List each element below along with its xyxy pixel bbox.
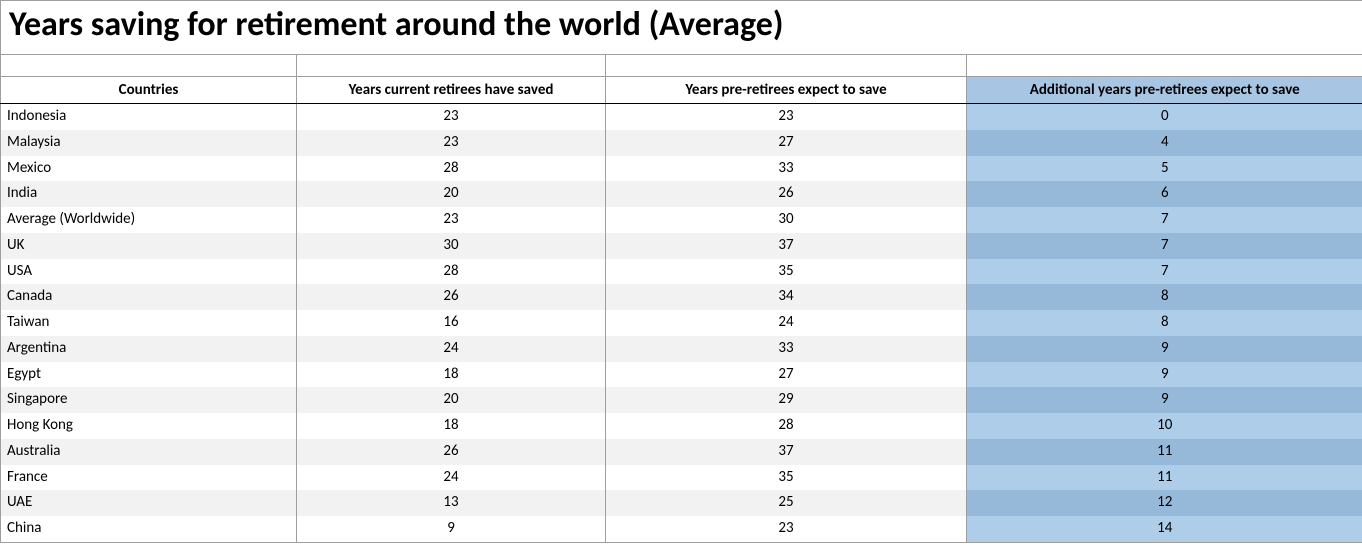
cell-current: 28	[297, 156, 606, 182]
col-header-current: Years current retirees have saved	[297, 77, 606, 104]
cell-country: Hong Kong	[1, 413, 297, 439]
cell-current: 18	[297, 413, 606, 439]
cell-additional: 7	[967, 207, 1362, 233]
cell-country: UAE	[1, 490, 297, 516]
cell-additional: 8	[967, 310, 1362, 336]
cell-additional: 12	[967, 490, 1362, 516]
cell-expected: 28	[606, 413, 967, 439]
cell-expected: 23	[606, 104, 967, 130]
table-row: USA28357	[1, 259, 1362, 285]
cell-current: 20	[297, 387, 606, 413]
cell-current: 20	[297, 181, 606, 207]
table-row: India20266	[1, 181, 1362, 207]
cell-additional: 7	[967, 233, 1362, 259]
table-row: Egypt18279	[1, 362, 1362, 388]
spacer-cell	[0, 55, 296, 77]
table-header-row: CountriesYears current retirees have sav…	[1, 77, 1362, 104]
cell-expected: 26	[606, 181, 967, 207]
cell-current: 24	[297, 336, 606, 362]
cell-current: 13	[297, 490, 606, 516]
retirement-table: CountriesYears current retirees have sav…	[0, 77, 1362, 543]
table-row: Malaysia23274	[1, 130, 1362, 156]
cell-additional: 9	[967, 336, 1362, 362]
cell-additional: 6	[967, 181, 1362, 207]
cell-additional: 11	[967, 465, 1362, 491]
cell-expected: 35	[606, 465, 967, 491]
cell-expected: 37	[606, 233, 967, 259]
cell-current: 28	[297, 259, 606, 285]
cell-expected: 34	[606, 284, 967, 310]
cell-expected: 35	[606, 259, 967, 285]
cell-expected: 37	[606, 439, 967, 465]
table-row: Canada26348	[1, 284, 1362, 310]
col-header-country: Countries	[1, 77, 297, 104]
cell-expected: 33	[606, 336, 967, 362]
page-title: Years saving for retirement around the w…	[0, 0, 1362, 55]
table-row: UAE132512	[1, 490, 1362, 516]
spacer-cell	[966, 55, 1362, 77]
cell-expected: 27	[606, 130, 967, 156]
cell-current: 23	[297, 130, 606, 156]
table-row: UK30377	[1, 233, 1362, 259]
cell-country: Taiwan	[1, 310, 297, 336]
cell-expected: 33	[606, 156, 967, 182]
cell-additional: 9	[967, 362, 1362, 388]
cell-expected: 30	[606, 207, 967, 233]
cell-current: 23	[297, 104, 606, 130]
cell-current: 26	[297, 284, 606, 310]
cell-additional: 8	[967, 284, 1362, 310]
cell-country: Average (Worldwide)	[1, 207, 297, 233]
cell-additional: 5	[967, 156, 1362, 182]
cell-country: China	[1, 516, 297, 542]
cell-current: 16	[297, 310, 606, 336]
table-row: Argentina24339	[1, 336, 1362, 362]
col-header-additional: Additional years pre-retirees expect to …	[967, 77, 1362, 104]
cell-country: Australia	[1, 439, 297, 465]
cell-country: USA	[1, 259, 297, 285]
cell-current: 23	[297, 207, 606, 233]
cell-country: Mexico	[1, 156, 297, 182]
cell-current: 24	[297, 465, 606, 491]
cell-current: 9	[297, 516, 606, 542]
spacer-row	[0, 55, 1362, 77]
cell-country: Egypt	[1, 362, 297, 388]
cell-country: Canada	[1, 284, 297, 310]
cell-expected: 25	[606, 490, 967, 516]
table-row: Indonesia23230	[1, 104, 1362, 130]
spacer-cell	[296, 55, 605, 77]
cell-country: Indonesia	[1, 104, 297, 130]
cell-expected: 23	[606, 516, 967, 542]
cell-country: UK	[1, 233, 297, 259]
table-body: Indonesia23230Malaysia23274Mexico28335In…	[1, 104, 1362, 543]
table-row: Mexico28335	[1, 156, 1362, 182]
cell-additional: 14	[967, 516, 1362, 542]
cell-additional: 7	[967, 259, 1362, 285]
table-row: Average (Worldwide)23307	[1, 207, 1362, 233]
table-row: Singapore20299	[1, 387, 1362, 413]
spacer-cell	[605, 55, 966, 77]
table-row: Taiwan16248	[1, 310, 1362, 336]
cell-country: Malaysia	[1, 130, 297, 156]
cell-current: 30	[297, 233, 606, 259]
cell-additional: 11	[967, 439, 1362, 465]
col-header-expected: Years pre-retirees expect to save	[606, 77, 967, 104]
table-row: France243511	[1, 465, 1362, 491]
cell-country: Argentina	[1, 336, 297, 362]
cell-expected: 27	[606, 362, 967, 388]
table-row: Australia263711	[1, 439, 1362, 465]
cell-expected: 24	[606, 310, 967, 336]
cell-expected: 29	[606, 387, 967, 413]
spreadsheet-region: Years saving for retirement around the w…	[0, 0, 1362, 543]
table-row: Hong Kong182810	[1, 413, 1362, 439]
cell-additional: 0	[967, 104, 1362, 130]
cell-current: 18	[297, 362, 606, 388]
cell-current: 26	[297, 439, 606, 465]
cell-additional: 9	[967, 387, 1362, 413]
cell-additional: 4	[967, 130, 1362, 156]
cell-country: Singapore	[1, 387, 297, 413]
cell-additional: 10	[967, 413, 1362, 439]
cell-country: France	[1, 465, 297, 491]
table-row: China92314	[1, 516, 1362, 542]
cell-country: India	[1, 181, 297, 207]
